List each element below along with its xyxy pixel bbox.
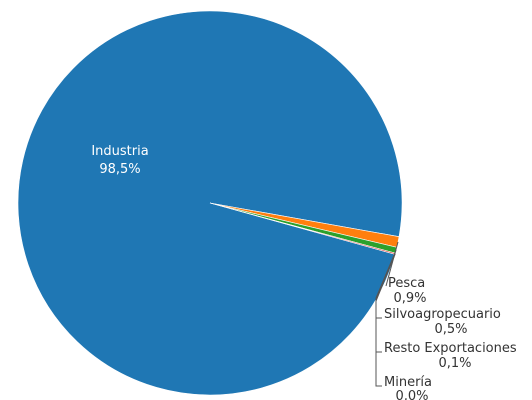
label-pesca: Pesca — [388, 276, 425, 291]
slice-labels: Industria 98,5% Pesca0,9%Silvoagropecuario… — [91, 144, 517, 400]
value-industria: 98,5% — [99, 162, 140, 177]
label-silvoagropecuario: Silvoagropecuario — [384, 307, 501, 322]
value-pesca: 0,9% — [393, 291, 426, 306]
leader-line-mineria — [375, 254, 396, 387]
pie-slices — [17, 10, 403, 396]
value-silvoagropecuario: 0,5% — [434, 322, 467, 337]
label-resto-exportaciones: Resto Exportaciones — [384, 341, 517, 356]
value-resto-exportaciones: 0,1% — [438, 356, 471, 371]
value-mineria: 0,0% — [395, 389, 428, 400]
label-mineria: Minería — [384, 375, 432, 390]
leader-lines — [375, 241, 399, 387]
leader-line-pesca — [385, 241, 399, 287]
label-industria: Industria — [91, 144, 148, 159]
